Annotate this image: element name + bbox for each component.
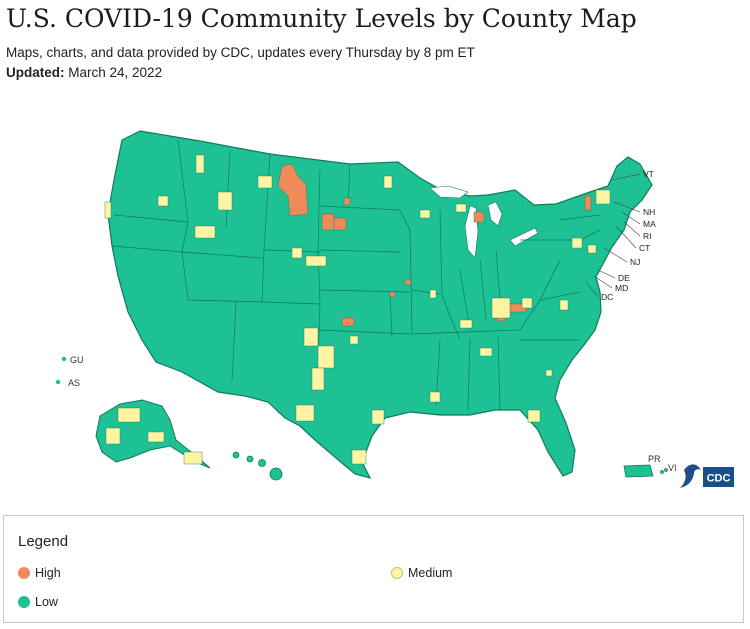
legend-panel: Legend High Medium Low <box>3 515 744 623</box>
lake-superior <box>429 185 469 199</box>
callout-ri: RI <box>643 231 652 241</box>
updated-date: March 24, 2022 <box>68 65 163 80</box>
callout-md: MD <box>615 283 628 293</box>
legend-label-low: Low <box>35 595 58 609</box>
callout-vt: VT <box>643 169 654 179</box>
lake-huron <box>487 201 503 227</box>
callout-dc: DC <box>601 292 613 302</box>
svg-text:CDC: CDC <box>707 473 731 485</box>
alaska-medium-counties[interactable] <box>105 407 203 465</box>
vi-label: VI <box>668 463 677 473</box>
cdc-logo: CDC <box>703 467 734 487</box>
page-title: U.S. COVID-19 Community Levels by County… <box>6 4 637 33</box>
updated-line: Updated: March 24, 2022 <box>6 65 162 80</box>
low-swatch-icon <box>18 596 30 608</box>
updated-label: Updated: <box>6 65 65 80</box>
medium-level-counties[interactable] <box>104 154 611 465</box>
high-swatch-icon <box>18 567 30 579</box>
medium-swatch-icon <box>391 567 403 579</box>
callout-de: DE <box>618 273 630 283</box>
state-borders <box>111 139 601 411</box>
page-subtitle: Maps, charts, and data provided by CDC, … <box>6 45 475 60</box>
callout-nj: NJ <box>630 257 640 267</box>
puerto-rico[interactable] <box>623 464 654 478</box>
gu-marker[interactable] <box>61 356 67 362</box>
legend-label-high: High <box>35 566 61 580</box>
as-label: AS <box>68 378 80 388</box>
county-map[interactable]: GU AS PR VI VT NH MA RI CT NJ DE MD DC C… <box>0 118 750 498</box>
us-mainland[interactable] <box>107 130 653 479</box>
callout-nh: NH <box>643 207 655 217</box>
as-marker[interactable] <box>55 379 61 385</box>
callout-ct: CT <box>639 243 650 253</box>
high-level-counties[interactable] <box>277 163 592 327</box>
legend-item-high[interactable]: High <box>18 566 61 580</box>
hawaii[interactable] <box>232 451 283 481</box>
hhs-eagle-icon <box>680 464 701 488</box>
lake-erie <box>509 227 539 247</box>
legend-item-medium[interactable]: Medium <box>391 566 452 580</box>
pr-label: PR <box>648 454 661 464</box>
legend-item-low[interactable]: Low <box>18 595 58 609</box>
gu-label: GU <box>70 355 84 365</box>
virgin-islands[interactable] <box>660 468 668 474</box>
state-callout-lines <box>585 173 641 298</box>
callout-ma: MA <box>643 219 656 229</box>
legend-title: Legend <box>18 533 69 550</box>
legend-label-medium: Medium <box>408 566 453 580</box>
